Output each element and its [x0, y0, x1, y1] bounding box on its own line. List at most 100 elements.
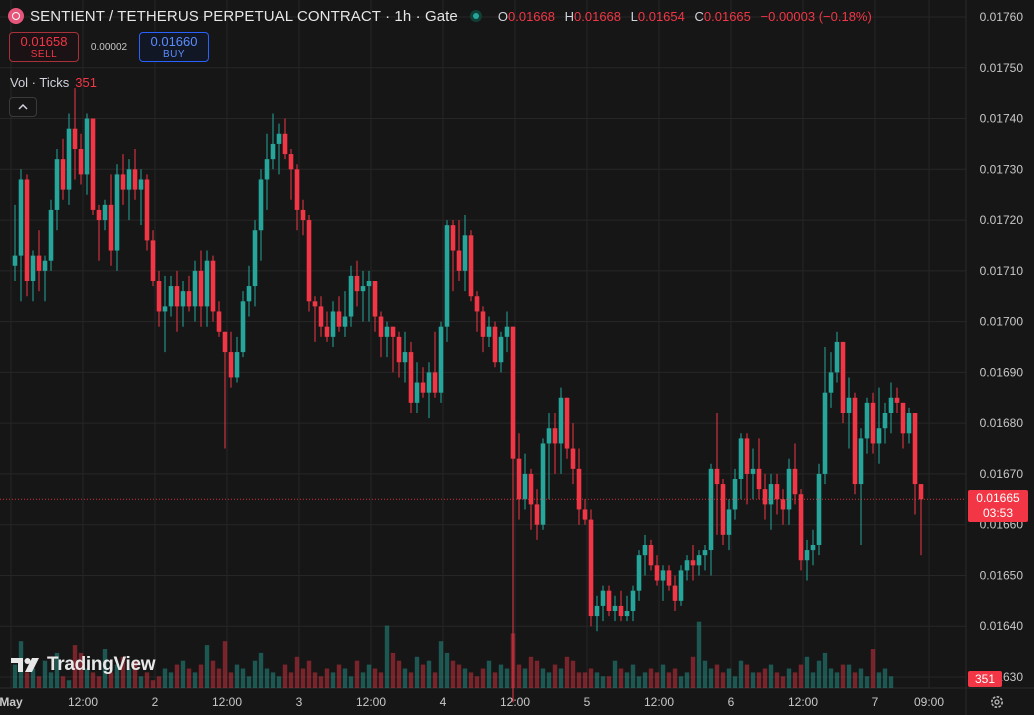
- candle-body: [654, 565, 660, 581]
- volume-indicator-label: Vol · Ticks: [10, 75, 70, 90]
- volume-bar: [618, 668, 624, 688]
- price-axis-label: 0.01730: [980, 162, 1024, 176]
- volume-bar: [420, 664, 426, 688]
- candle-body: [114, 174, 120, 251]
- candle-body: [720, 484, 726, 535]
- candle-body: [876, 428, 882, 444]
- candle-body: [264, 159, 270, 180]
- volume-bar: [540, 668, 546, 688]
- volume-bar: [60, 676, 66, 688]
- candle-body: [474, 296, 480, 312]
- candle-body: [498, 336, 504, 363]
- price-axis-label: 0.01760: [980, 10, 1024, 24]
- last-price-tag: 0.01665 03:53: [968, 490, 1028, 522]
- volume-bar: [336, 664, 342, 688]
- sell-button[interactable]: 0.01658 SELL: [9, 32, 79, 62]
- volume-bar: [486, 660, 492, 688]
- volume-bar: [840, 664, 846, 688]
- volume-bar: [498, 664, 504, 688]
- candle-body: [348, 275, 354, 317]
- candle-body: [378, 316, 384, 337]
- bar-countdown: 03:53: [982, 506, 1014, 520]
- ohlc-legend: O0.01668 H0.01668 L0.01654 C0.01665 −0.0…: [492, 9, 872, 24]
- candle-body: [330, 311, 336, 337]
- candle-body: [48, 209, 54, 261]
- sell-price: 0.01658: [20, 33, 68, 49]
- volume-bar: [318, 676, 324, 688]
- volume-bar: [816, 660, 822, 688]
- volume-bar: [870, 649, 876, 688]
- candle-body: [228, 352, 234, 378]
- candle-body: [756, 468, 762, 490]
- candle-body: [450, 225, 456, 251]
- volume-indicator-legend[interactable]: Vol · Ticks 351: [10, 75, 97, 90]
- ohlc-low-value: 0.01654: [637, 8, 685, 24]
- candle-body: [36, 255, 42, 271]
- volume-bar: [384, 625, 390, 688]
- candle-body: [858, 438, 864, 485]
- candle-body: [336, 311, 342, 327]
- symbol-title[interactable]: SENTIENT / TETHERUS PERPETUAL CONTRACT ·…: [30, 7, 458, 25]
- sentient-logo-icon: [8, 8, 24, 24]
- volume-bar: [444, 652, 450, 688]
- candle-body: [726, 509, 732, 535]
- volume-bar: [390, 652, 396, 688]
- candle-body: [402, 352, 408, 363]
- candle-body: [66, 128, 72, 190]
- buy-button[interactable]: 0.01660 BUY: [139, 32, 209, 62]
- volume-bar: [624, 672, 630, 688]
- volume-bar: [672, 668, 678, 688]
- volume-bar: [78, 652, 84, 688]
- tradingview-logo-text: TradingView: [47, 654, 156, 675]
- candle-body: [606, 590, 612, 611]
- volume-bar: [258, 652, 264, 688]
- volume-bar: [12, 664, 18, 688]
- candle-body: [900, 402, 906, 434]
- volume-bar: [168, 672, 174, 688]
- volume-bar: [210, 660, 216, 688]
- candle-body: [912, 413, 918, 485]
- volume-bar: [798, 664, 804, 688]
- volume-bar: [288, 672, 294, 688]
- candle-body: [600, 590, 606, 606]
- volume-bar: [102, 649, 108, 688]
- candle-body: [774, 484, 780, 500]
- time-axis-label: 5: [584, 695, 591, 709]
- tradingview-logo[interactable]: TradingView: [11, 654, 156, 676]
- volume-bar: [708, 668, 714, 688]
- candle-body: [660, 570, 666, 581]
- volume-bar: [342, 668, 348, 688]
- collapse-legend-button[interactable]: [9, 97, 37, 117]
- candle-body: [420, 382, 426, 393]
- candle-body: [390, 326, 396, 337]
- ohlc-open-label: O: [497, 8, 508, 24]
- volume-bar: [750, 672, 756, 688]
- volume-bar: [234, 664, 240, 688]
- candle-body: [666, 570, 672, 586]
- time-axis-label: 12:00: [68, 695, 98, 709]
- candle-body: [750, 468, 756, 474]
- candle-body: [30, 255, 36, 281]
- volume-bar: [822, 652, 828, 688]
- last-price-value: 0.01665: [976, 491, 1020, 505]
- volume-bar: [402, 668, 408, 688]
- volume-bar: [522, 668, 528, 688]
- candle-body: [624, 611, 630, 617]
- price-axis-label: 0.01750: [980, 61, 1024, 75]
- volume-bar: [702, 660, 708, 688]
- chart-settings-button[interactable]: [988, 693, 1006, 711]
- volume-bar: [282, 664, 288, 688]
- candle-body: [294, 169, 300, 210]
- volume-bar: [90, 672, 96, 688]
- volume-bar: [126, 668, 132, 688]
- price-axis-label: 0.01670: [980, 467, 1024, 481]
- volume-bar: [204, 645, 210, 688]
- candle-body: [90, 118, 96, 210]
- candle-body: [486, 326, 492, 337]
- candle-body: [804, 550, 810, 561]
- candle-body: [516, 458, 522, 500]
- candle-body: [462, 235, 468, 271]
- volume-bar: [504, 668, 510, 688]
- volume-bar: [252, 660, 258, 688]
